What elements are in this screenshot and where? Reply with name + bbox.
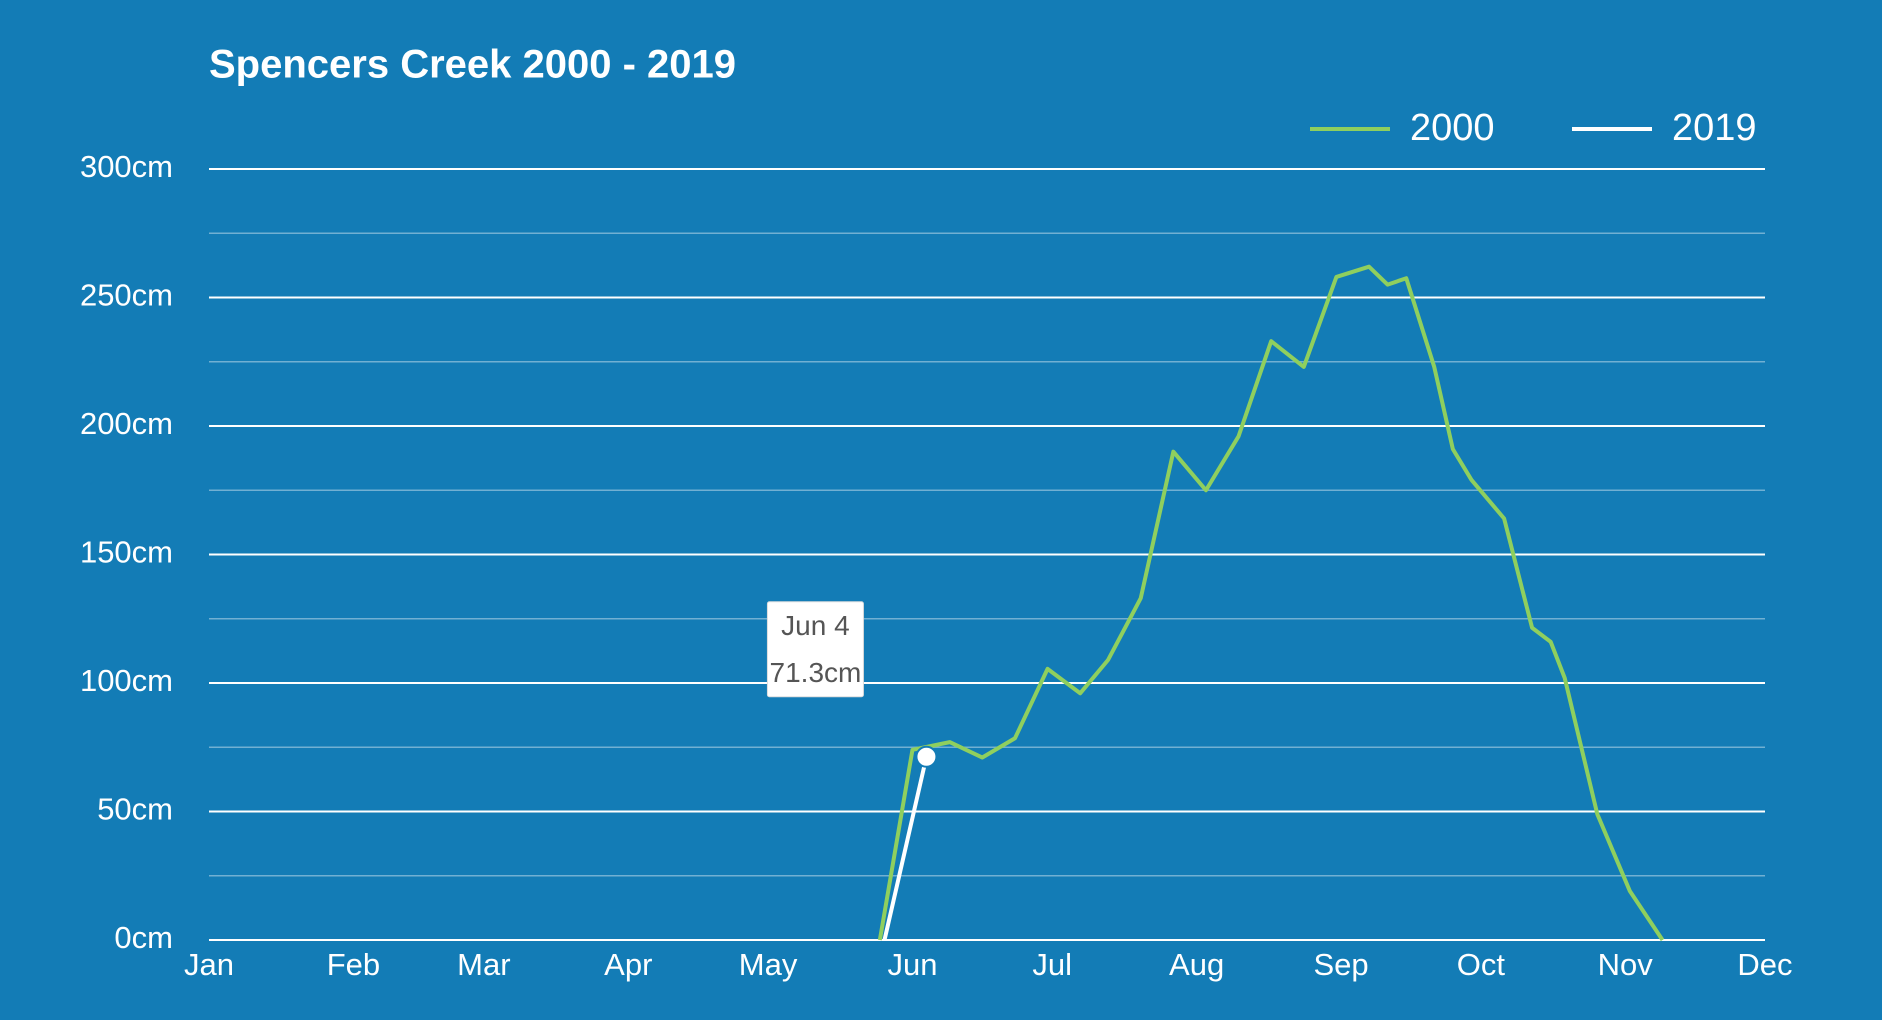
x-tick-label: May — [739, 947, 798, 982]
x-tick-label: Nov — [1598, 947, 1654, 982]
chart-title: Spencers Creek 2000 - 2019 — [209, 43, 736, 87]
y-tick-label: 100cm — [80, 663, 173, 698]
y-tick-label: 0cm — [114, 920, 173, 955]
y-tick-label: 250cm — [80, 278, 173, 313]
y-tick-label: 300cm — [80, 149, 173, 184]
tooltip-box — [766, 601, 864, 698]
x-tick-label: Jan — [184, 947, 234, 982]
tooltip-value: 71.3cm — [770, 657, 862, 688]
legend-label: 2019 — [1672, 107, 1757, 149]
x-tick-label: Jun — [887, 947, 937, 982]
series-line — [882, 756, 929, 941]
x-tick-label: Sep — [1313, 947, 1368, 982]
y-tick-label: 200cm — [80, 406, 173, 441]
x-tick-label: Mar — [457, 947, 510, 982]
tooltip-point — [915, 745, 938, 768]
x-tick-label: Oct — [1457, 947, 1506, 982]
y-tick-label: 150cm — [80, 535, 173, 570]
y-tick-label: 50cm — [97, 792, 173, 827]
legend-label: 2000 — [1410, 107, 1495, 149]
x-tick-label: Apr — [604, 947, 652, 982]
x-tick-label: Feb — [327, 947, 380, 982]
tooltip-date: Jun 4 — [781, 610, 850, 641]
x-tick-label: Dec — [1737, 947, 1792, 982]
x-tick-label: Aug — [1169, 947, 1224, 982]
series-line — [877, 264, 1665, 942]
x-tick-label: Jul — [1032, 947, 1072, 982]
